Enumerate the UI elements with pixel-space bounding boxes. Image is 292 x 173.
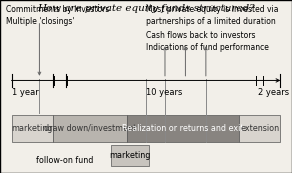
Text: Cash flows back to investors
Indications of fund performance: Cash flows back to investors Indications… bbox=[146, 31, 269, 52]
Text: Most private equity is invested via
partnerships of a limited duration: Most private equity is invested via part… bbox=[146, 5, 279, 26]
Text: Realization or returns and exit: Realization or returns and exit bbox=[122, 124, 244, 133]
Text: How are private equity funds structured?: How are private equity funds structured? bbox=[37, 4, 255, 13]
Text: draw down/investment: draw down/investment bbox=[44, 124, 136, 133]
Text: follow-on fund: follow-on fund bbox=[36, 156, 93, 165]
Text: marketing: marketing bbox=[11, 124, 53, 133]
Text: marketing: marketing bbox=[109, 151, 151, 160]
Bar bbox=[239, 115, 280, 142]
Bar bbox=[127, 115, 239, 142]
Bar bbox=[53, 115, 127, 142]
Bar bbox=[111, 145, 149, 166]
Text: extension: extension bbox=[240, 124, 279, 133]
Text: 10 years: 10 years bbox=[146, 88, 182, 97]
Text: 2 years: 2 years bbox=[258, 88, 290, 97]
Bar bbox=[12, 115, 53, 142]
Text: Commitments by investors
Multiple 'closings': Commitments by investors Multiple 'closi… bbox=[6, 5, 109, 26]
Text: 1 year: 1 year bbox=[12, 88, 39, 97]
